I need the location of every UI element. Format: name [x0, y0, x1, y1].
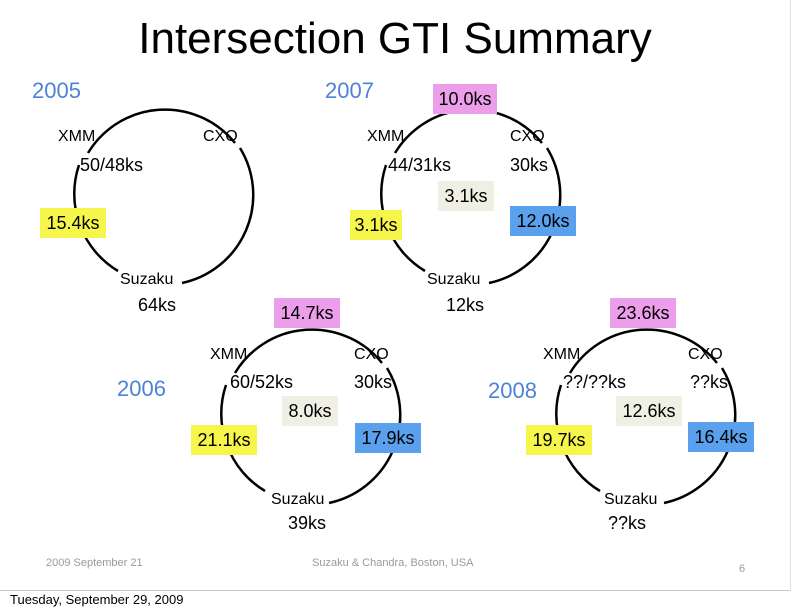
xmm-time-2005: 50/48ks: [80, 155, 144, 175]
suzaku-label-2008: Suzaku: [604, 491, 658, 508]
year-label-2006: 2006: [117, 376, 166, 401]
xmm-label-2005: XMM: [58, 128, 96, 145]
xmm-cxo-overlap-2007: 10.0ks: [433, 84, 497, 114]
cxo-label-2006: CXO: [354, 346, 389, 363]
cxo-label-2008: CXO: [688, 346, 723, 363]
all-three-overlap-2006: 8.0ks: [282, 396, 338, 426]
xmm-label-2006: XMM: [210, 346, 248, 363]
suzaku-time-2005: 64ks: [138, 295, 177, 315]
year-label-2008: 2008: [488, 378, 537, 403]
all-three-overlap-2007: 3.1ks: [438, 181, 494, 211]
cxo-time-2007: 30ks: [510, 155, 549, 175]
year-label-2005: 2005: [32, 78, 81, 103]
cxo-time-2006: 30ks: [354, 372, 393, 392]
suzaku-label-2005: Suzaku: [120, 271, 174, 288]
cxo-suzaku-overlap-2006: 17.9ks: [355, 423, 421, 453]
footer-event: Suzaku & Chandra, Boston, USA: [312, 557, 474, 569]
footer-date: 2009 September 21: [46, 557, 143, 569]
ring-2005-cxo-suzaku-arc: [181, 147, 255, 285]
xmm-time-2008: ??/??ks: [563, 372, 627, 392]
xmm-suzaku-overlap-2006: 21.1ks: [191, 425, 257, 455]
cxo-suzaku-overlap-2008: 16.4ks: [688, 422, 754, 452]
suzaku-label-2006: Suzaku: [271, 491, 325, 508]
cxo-label-2005: CXO: [203, 128, 238, 145]
ring-2008-xmm-cxo-arc: [568, 328, 718, 374]
suzaku-time-2008: ??ks: [608, 513, 647, 533]
ring-2005-xmm-cxo-arc: [86, 108, 236, 154]
xmm-label-2007: XMM: [367, 128, 405, 145]
xmm-suzaku-overlap-2008: 19.7ks: [526, 425, 592, 455]
slide-title: Intersection GTI Summary: [138, 14, 652, 63]
xmm-suzaku-overlap-2005: 15.4ks: [40, 208, 106, 238]
cxo-label-2007: CXO: [510, 128, 545, 145]
page-number: 6: [739, 563, 746, 575]
xmm-time-2006: 60/52ks: [230, 372, 294, 392]
xmm-time-2007: 44/31ks: [388, 155, 452, 175]
suzaku-time-2006: 39ks: [288, 513, 327, 533]
year-label-2007: 2007: [325, 78, 374, 103]
xmm-cxo-overlap-2006: 14.7ks: [274, 298, 340, 328]
slide: Intersection GTI Summary 2005 XMM 50/48k…: [0, 0, 791, 591]
ring-2006-xmm-cxo-arc: [233, 328, 383, 374]
xmm-label-2008: XMM: [543, 346, 581, 363]
cxo-time-2008: ??ks: [690, 372, 729, 392]
suzaku-label-2007: Suzaku: [427, 271, 481, 288]
suzaku-time-2007: 12ks: [446, 295, 485, 315]
ring-diagrams: [73, 108, 737, 505]
all-three-overlap-2008: 12.6ks: [616, 396, 682, 426]
viewer-date-caption: Tuesday, September 29, 2009: [10, 592, 184, 607]
xmm-suzaku-overlap-2007: 3.1ks: [350, 210, 402, 240]
cxo-suzaku-overlap-2007: 12.0ks: [510, 206, 576, 236]
xmm-cxo-overlap-2008: 23.6ks: [610, 298, 676, 328]
